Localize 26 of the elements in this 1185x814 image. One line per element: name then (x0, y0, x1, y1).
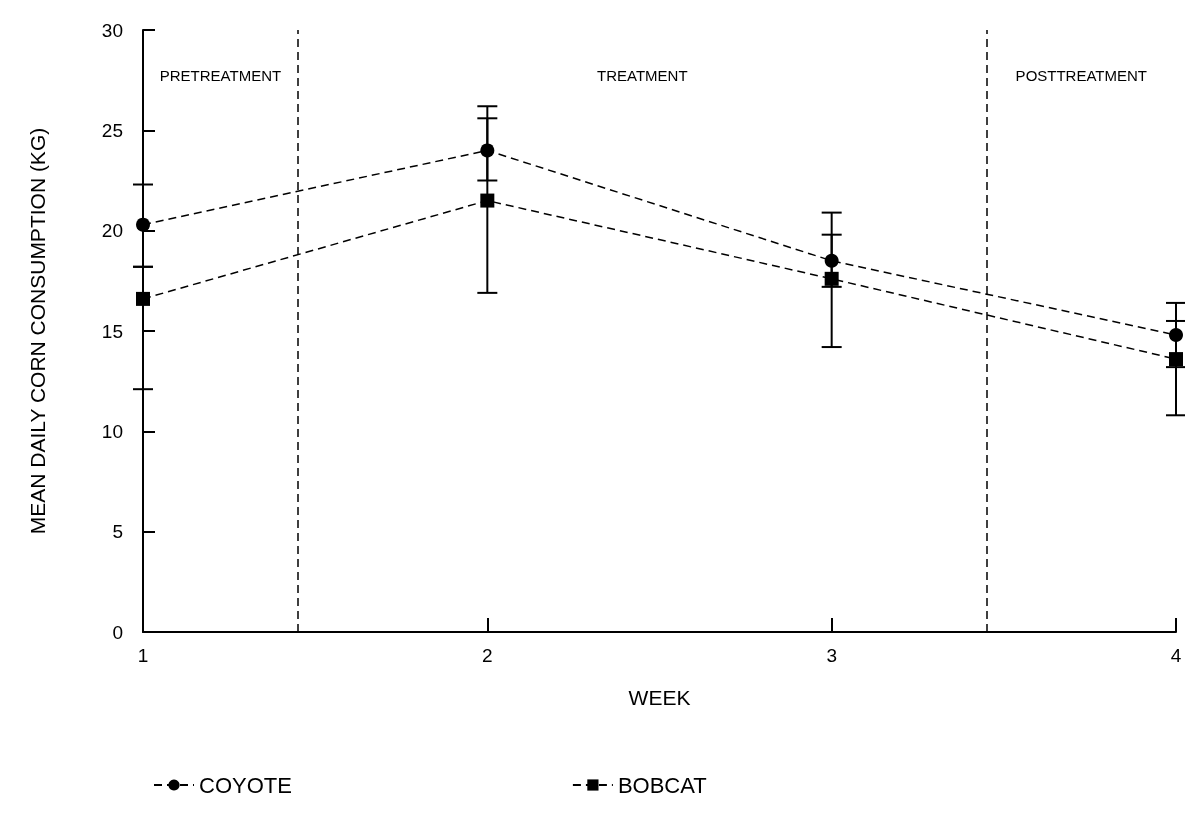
point (824, 253, 839, 268)
y-tick-label: 25 (101, 119, 123, 141)
x-tick-label: 1 (137, 645, 149, 666)
x-axis-title: WEEK (628, 686, 691, 709)
point (136, 217, 150, 232)
y-tick-label: 0 (112, 621, 123, 643)
y-tick-label: 5 (112, 521, 123, 543)
point (824, 271, 839, 286)
legend-label: BOBCAT (617, 772, 707, 798)
point (480, 193, 495, 208)
annotation: POSTTREATMENT (1015, 67, 1147, 84)
annotation: PRETREATMENT (159, 67, 282, 84)
y-tick-label: 15 (101, 320, 123, 342)
x-tick-label: 2 (482, 645, 493, 666)
y-axis-title: MEAN DAILY CORN CONSUMPTION (KG) (26, 127, 49, 535)
y-tick-label: 10 (101, 420, 123, 442)
y-tick-label: 30 (101, 19, 123, 41)
x-tick-label: 3 (826, 645, 837, 666)
annotation: TREATMENT (597, 67, 688, 84)
point (1169, 352, 1183, 367)
x-tick-label: 4 (1170, 645, 1182, 666)
point (136, 291, 150, 306)
point (480, 143, 495, 158)
y-tick-label: 20 (101, 220, 123, 242)
legend-label: COYOTE (199, 772, 292, 798)
point (1169, 328, 1183, 343)
